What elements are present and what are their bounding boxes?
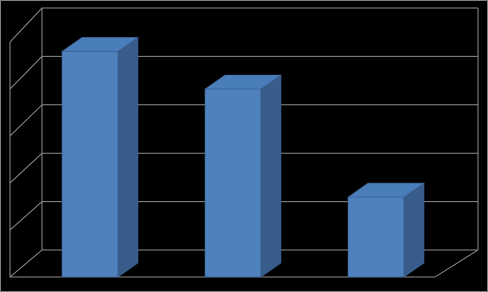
bar-top [61, 37, 139, 52]
bar-side [117, 36, 139, 278]
floor-edge [434, 249, 479, 278]
grid-line-side [9, 7, 43, 43]
bar-top [347, 182, 425, 198]
grid-line-side [9, 152, 43, 184]
bar-top [204, 74, 282, 90]
bar [61, 36, 139, 278]
bar-side [260, 74, 282, 278]
grid-line-side [9, 104, 43, 137]
grid-line-side [9, 201, 43, 231]
grid-line-side [9, 249, 43, 278]
bar-front [204, 88, 262, 278]
bar-front [347, 196, 405, 278]
bar-side [403, 182, 425, 278]
grid-line-side [9, 56, 43, 90]
bar [347, 182, 425, 278]
bar [204, 74, 282, 278]
bar-front [61, 51, 119, 278]
